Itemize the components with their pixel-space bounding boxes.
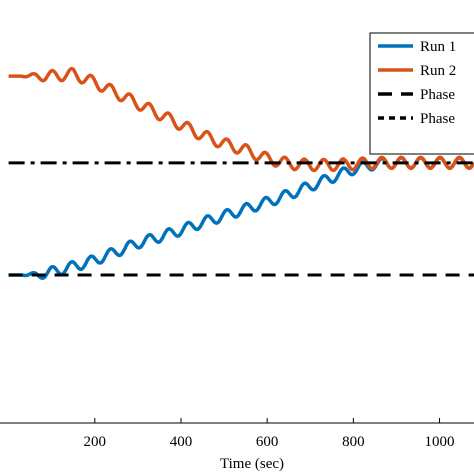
x-tick-label: 800 [342, 434, 365, 450]
x-tick-label: 200 [84, 434, 107, 450]
legend-label: Phase [420, 111, 455, 127]
legend-label: Phase [420, 87, 455, 103]
legend: Run 1 Run 2 Phase Phase [369, 32, 474, 155]
legend-box [369, 32, 474, 155]
legend-label: Run 1 [420, 39, 456, 55]
x-ticks: 200 400 600 800 1000 [84, 418, 455, 450]
x-tick-label: 600 [256, 434, 279, 450]
x-tick-label: 1000 [425, 434, 455, 450]
series-layer [8, 66, 474, 280]
x-axis-label: Time (sec) [220, 456, 284, 472]
legend-label: Run 2 [420, 63, 456, 79]
x-tick-label: 400 [170, 434, 193, 450]
series-line-1 [8, 156, 474, 280]
